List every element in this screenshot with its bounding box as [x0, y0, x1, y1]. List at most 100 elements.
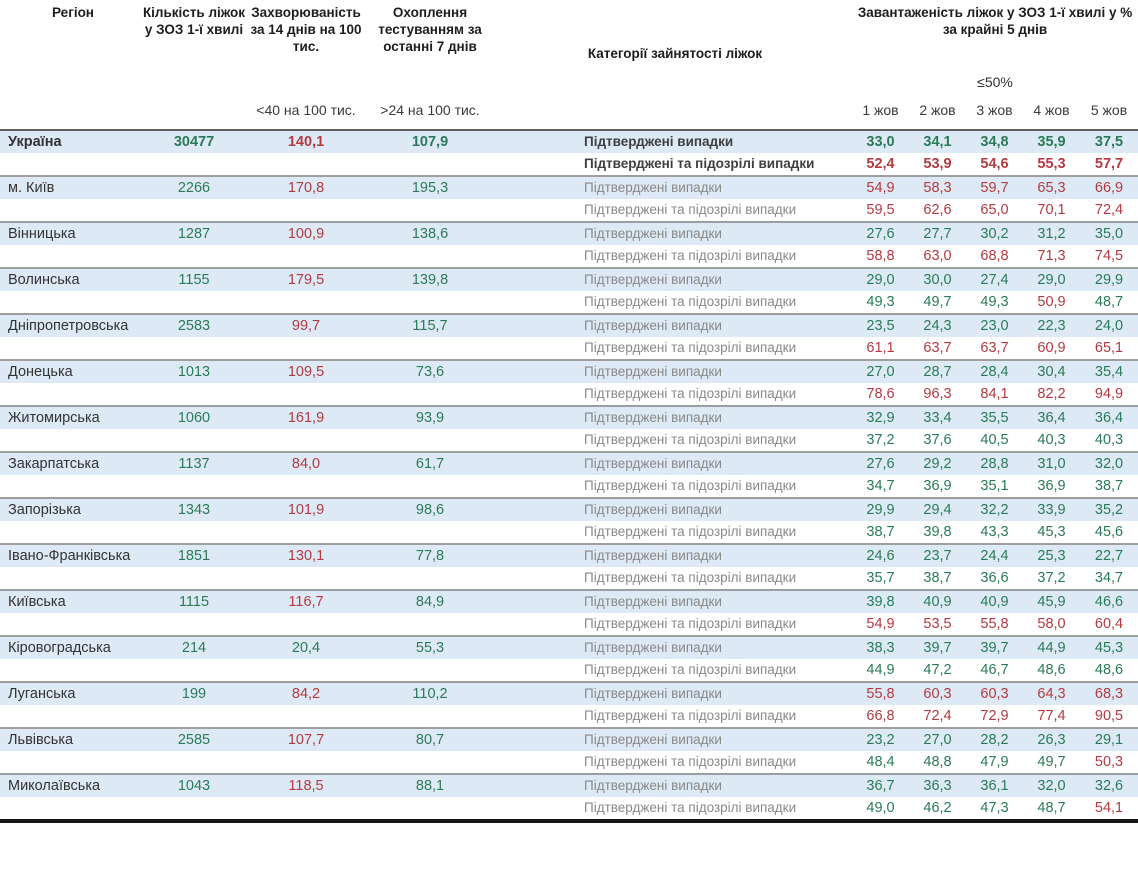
region-row-confirmed-suspected: Підтверджені та підозрілі випадки 52,4 53,…	[0, 153, 1138, 176]
incidence-value: 84,2	[250, 681, 362, 705]
load-value: 65,3	[1023, 175, 1080, 199]
region-name: Волинська	[0, 267, 138, 291]
region-name: Донецька	[0, 359, 138, 383]
load-value: 61,1	[866, 340, 895, 356]
load-value: 55,8	[852, 681, 909, 705]
load-value: 43,3	[980, 524, 1009, 540]
empty-cell	[0, 337, 138, 360]
category-label-confirmed: Підтверджені випадки	[498, 267, 852, 291]
load-value: 39,7	[966, 635, 1023, 659]
load-value: 33,9	[1023, 497, 1080, 521]
date-header: 3 жов	[976, 101, 1013, 118]
category-label-confirmed: Підтверджені випадки	[498, 497, 852, 521]
incidence-value: 107,7	[250, 727, 362, 751]
region-name: Вінницька	[0, 221, 138, 245]
load-value: 40,5	[980, 432, 1009, 448]
category-label-confirmed-suspected: Підтверджені та підозрілі випадки	[584, 248, 797, 263]
empty-cell	[138, 567, 250, 590]
region-name: Івано-Франківська	[0, 543, 138, 567]
empty-cell	[362, 797, 498, 823]
region-row-confirmed-suspected: Підтверджені та підозрілі випадки 34,7 36,…	[0, 475, 1138, 498]
category-label-confirmed-suspected: Підтверджені та підозрілі випадки	[584, 202, 797, 217]
category-label-confirmed: Підтверджені випадки	[498, 451, 852, 475]
beds-value: 1137	[138, 451, 250, 475]
empty-cell	[362, 705, 498, 728]
load-value: 36,4	[1023, 405, 1080, 429]
incidence-value: 20,4	[250, 635, 362, 659]
empty-cell	[362, 659, 498, 682]
region-name: Україна	[0, 129, 138, 153]
load-value: 60,3	[966, 681, 1023, 705]
load-value: 48,8	[923, 754, 952, 770]
load-value: 27,7	[909, 221, 966, 245]
load-value: 30,4	[1023, 359, 1080, 383]
category-label-confirmed: Підтверджені випадки	[498, 773, 852, 797]
incidence-value: 130,1	[250, 543, 362, 567]
load-value: 23,0	[966, 313, 1023, 337]
load-value: 25,3	[1023, 543, 1080, 567]
empty-cell	[138, 705, 250, 728]
load-value: 64,3	[1023, 681, 1080, 705]
region-row-confirmed: Запорізька 1343 101,9 98,6 Підтверджені випа…	[0, 497, 1138, 521]
load-value: 39,8	[852, 589, 909, 613]
region-row-confirmed: Луганська 199 84,2 110,2 Підтверджені випадк…	[0, 681, 1138, 705]
load-value: 24,4	[966, 543, 1023, 567]
load-value: 48,7	[1023, 797, 1080, 823]
load-value: 49,7	[1037, 754, 1066, 770]
load-value: 27,0	[909, 727, 966, 751]
empty-cell	[138, 613, 250, 636]
empty-cell	[362, 383, 498, 406]
load-value: 35,1	[980, 478, 1009, 494]
region-name: Миколаївська	[0, 773, 138, 797]
category-label-confirmed-suspected: Підтверджені та підозрілі випадки	[584, 294, 797, 309]
load-value: 27,4	[966, 267, 1023, 291]
region-row-confirmed-suspected: Підтверджені та підозрілі випадки 35,7 38,…	[0, 567, 1138, 590]
load-value: 31,0	[1023, 451, 1080, 475]
empty-cell	[362, 199, 498, 222]
load-value: 44,9	[866, 662, 895, 678]
beds-value: 1060	[138, 405, 250, 429]
empty-cell	[362, 521, 498, 544]
load-value: 32,2	[966, 497, 1023, 521]
load-value: 24,6	[852, 543, 909, 567]
region-row-confirmed: Вінницька 1287 100,9 138,6 Підтверджені випа…	[0, 221, 1138, 245]
region-row-confirmed: Миколаївська 1043 118,5 88,1 Підтверджені ви…	[0, 773, 1138, 797]
incidence-value: 116,7	[250, 589, 362, 613]
load-value: 46,2	[909, 797, 966, 823]
load-value: 78,6	[866, 386, 895, 402]
category-label-confirmed: Підтверджені випадки	[498, 635, 852, 659]
testing-value: 77,8	[362, 543, 498, 567]
load-value: 72,9	[980, 708, 1009, 724]
beds-value: 1155	[138, 267, 250, 291]
load-value: 55,8	[980, 616, 1009, 632]
load-value: 48,7	[1094, 294, 1124, 310]
empty-cell	[0, 153, 138, 176]
threshold-label: ≤50%	[977, 74, 1013, 90]
load-value: 36,7	[852, 773, 909, 797]
region-row-confirmed: Львівська 2585 107,7 80,7 Підтверджені випад…	[0, 727, 1138, 751]
load-value: 58,0	[1037, 616, 1066, 632]
load-value: 54,6	[980, 156, 1009, 172]
load-value: 38,7	[1094, 478, 1124, 494]
beds-value: 1343	[138, 497, 250, 521]
load-value: 37,2	[1037, 570, 1066, 586]
load-value: 60,3	[909, 681, 966, 705]
load-value: 90,5	[1094, 708, 1124, 724]
empty-cell	[138, 153, 250, 176]
empty-cell	[138, 751, 250, 774]
empty-cell	[250, 567, 362, 590]
load-value: 59,7	[966, 175, 1023, 199]
region-name: Запорізька	[0, 497, 138, 521]
load-value: 28,4	[966, 359, 1023, 383]
load-value: 54,9	[852, 175, 909, 199]
table-header: Регіон Кількість ліжок у ЗОЗ 1-ї хвилі З…	[0, 0, 1138, 130]
load-value: 23,5	[852, 313, 909, 337]
date-header: 5 жов	[1090, 101, 1128, 118]
load-value: 30,0	[909, 267, 966, 291]
load-value: 40,9	[909, 589, 966, 613]
empty-cell	[250, 521, 362, 544]
empty-cell	[138, 659, 250, 682]
region-row-confirmed: Закарпатська 1137 84,0 61,7 Підтверджені вип…	[0, 451, 1138, 475]
testing-value: 80,7	[362, 727, 498, 751]
load-value: 36,4	[1080, 405, 1138, 429]
